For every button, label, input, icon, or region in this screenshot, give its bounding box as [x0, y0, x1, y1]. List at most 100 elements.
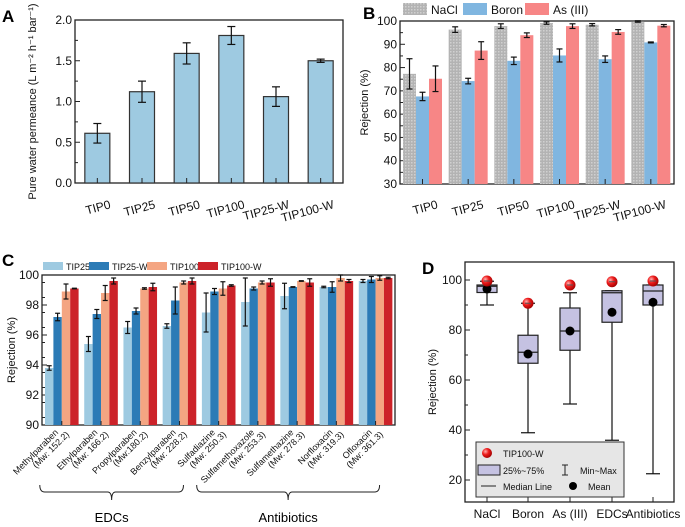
bar-nacl [631, 21, 645, 184]
y-tick-label: 2.0 [55, 13, 72, 27]
bar-boron [644, 42, 658, 185]
y-tick-label: 90 [26, 418, 40, 432]
y-tick-label: 98 [26, 298, 40, 312]
bar-tip25 [162, 326, 172, 425]
bar [262, 96, 290, 184]
x-tick-label: TIP50 [496, 197, 531, 219]
y-tick-label: 96 [26, 328, 40, 342]
legend-swatch [463, 3, 487, 15]
bar-nacl [448, 29, 462, 184]
y-tick-label: 50 [384, 130, 398, 144]
legend-label: 25%~75% [503, 466, 544, 476]
legend-swatch [198, 262, 218, 270]
chart-a: 0.0 0.5 1.0 1.5 2.0 Pure water permeance (L m… [27, 3, 344, 225]
bar-tip100 [375, 278, 384, 425]
bar-boron [416, 96, 429, 184]
legend-label: Boron [491, 3, 523, 17]
y-tick-label: 1.0 [55, 95, 72, 109]
legend-box-marker [477, 464, 501, 476]
bar-as-iii- [611, 31, 625, 184]
bar-tip25 [319, 287, 328, 425]
bar [173, 52, 200, 184]
legend-whisker-marker [562, 464, 568, 476]
x-tick-label: TIP100 [535, 197, 576, 221]
bar-tip25-w [53, 317, 62, 425]
mean-point [607, 307, 617, 317]
y-tick-label: 40 [449, 423, 463, 437]
bar-as-iii- [520, 35, 534, 184]
bar-tip100-w [227, 285, 236, 425]
legend-mean-marker [569, 482, 577, 490]
bar-tip100 [336, 278, 345, 425]
bar-tip25-w [367, 279, 376, 425]
bar-boron [507, 60, 521, 184]
x-tick-label: NaCl [474, 507, 501, 521]
bar-tip25 [84, 344, 93, 425]
bar-tip25-w [249, 288, 258, 425]
y-tick-label: 80 [449, 323, 463, 337]
bar-tip100-w [187, 281, 197, 425]
legend-label: Mean [588, 482, 611, 492]
mean-point [565, 326, 575, 336]
bar-tip100 [61, 291, 71, 425]
y-axis-label: Rejection (%) [359, 69, 371, 135]
bar-tip25 [201, 312, 211, 425]
bar-tip100 [218, 288, 228, 425]
y-tick-label: 90 [384, 37, 398, 51]
bar [128, 91, 156, 184]
bar-tip25 [280, 296, 289, 425]
legend-label: TIP25-W [112, 262, 148, 272]
bar-tip25-w [171, 300, 180, 425]
bar-tip100-w [344, 281, 354, 425]
bar-tip100-w [383, 278, 393, 425]
x-tick-label: TIP25 [450, 197, 485, 219]
bar-boron [598, 59, 612, 185]
legend-label: TIP100-W [503, 449, 544, 459]
bar-boron [461, 81, 475, 184]
bar-tip25-w [131, 311, 141, 425]
bar-tip25 [358, 281, 368, 425]
bar-tip100-w [109, 281, 118, 425]
bar-as-iii- [566, 26, 579, 184]
y-tick-label: 0.0 [55, 176, 72, 190]
legend-swatch [43, 262, 63, 270]
y-tick-label: 60 [384, 107, 398, 121]
y-tick-label: 0.5 [55, 135, 72, 149]
bar-tip100-w [266, 282, 275, 425]
legend-swatch [89, 262, 109, 270]
bar-nacl [494, 26, 508, 184]
legend-label: As (III) [553, 3, 588, 17]
bar [218, 34, 245, 184]
y-tick-label: 100 [377, 14, 397, 28]
bar-tip25-w [288, 287, 298, 425]
legend: TIP100-W 25%~75% Min~Max Median Line Mean [475, 441, 625, 498]
legend-swatch [147, 262, 167, 270]
y-tick-label: 20 [449, 473, 463, 487]
x-tick-label: TIP100 [205, 197, 246, 221]
panel-label-d: D [422, 259, 434, 278]
legend-tip100w-marker [482, 448, 492, 458]
bar [307, 60, 334, 184]
legend-label: Median Line [503, 482, 552, 492]
legend-label: NaCl [431, 3, 458, 17]
y-tick-label: 94 [26, 358, 40, 372]
bar-as-iii- [429, 78, 442, 184]
chart-d: 20 40 60 80 100 Rejection (%) NaCl Boron As (III… [427, 261, 680, 521]
x-tick-label: TIP100-W [612, 197, 668, 225]
y-tick-label: 60 [449, 373, 463, 387]
y-tick-label: 40 [384, 154, 398, 168]
bar-nacl [403, 73, 416, 184]
bar-tip100 [297, 281, 306, 425]
legend-frame [475, 441, 625, 498]
legend-label: Min~Max [580, 466, 617, 476]
bar-tip100-w [305, 282, 314, 425]
y-tick-label: 100 [442, 273, 462, 287]
bar-tip25-w [327, 287, 337, 425]
x-tick-label: TIP25 [122, 197, 157, 219]
mean-point [523, 349, 533, 359]
y-tick-label: 70 [384, 84, 398, 98]
bar-nacl [585, 24, 599, 185]
y-tick-label: 100 [19, 268, 39, 282]
